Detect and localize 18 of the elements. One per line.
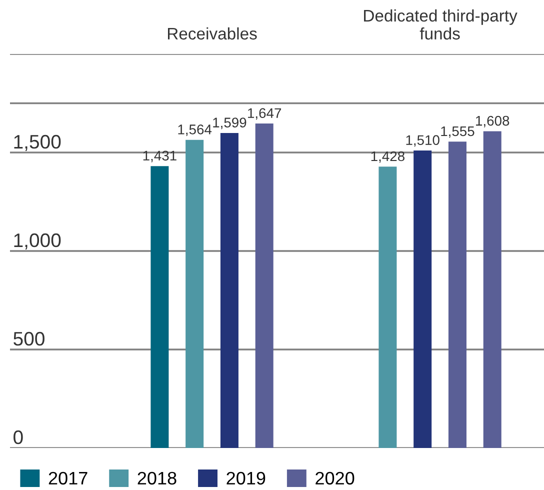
legend-label: 2019 — [226, 472, 266, 485]
data-label: 1,564 — [178, 124, 212, 136]
legend-label: 2017 — [48, 472, 88, 485]
x-tick-label: Receivables — [168, 27, 257, 40]
x-tick-label: Dedicated third-party funds — [364, 9, 518, 40]
y-tick-label: 500 — [14, 332, 44, 346]
y-tick-label: 0 — [14, 430, 23, 444]
y-tick-label: 1,500 — [14, 134, 61, 151]
data-label: 1,510 — [406, 135, 440, 147]
data-label: 1,555 — [441, 126, 474, 138]
data-label: 1,428 — [371, 151, 404, 163]
data-label: 1,608 — [476, 116, 510, 128]
y-tick-label: 1,000 — [14, 233, 61, 250]
legend-label: 2018 — [138, 472, 176, 485]
data-label: 1,647 — [248, 108, 282, 120]
data-label: 1,431 — [143, 150, 176, 162]
data-label: 1,599 — [213, 118, 246, 130]
legend-label: 2020 — [316, 472, 354, 485]
